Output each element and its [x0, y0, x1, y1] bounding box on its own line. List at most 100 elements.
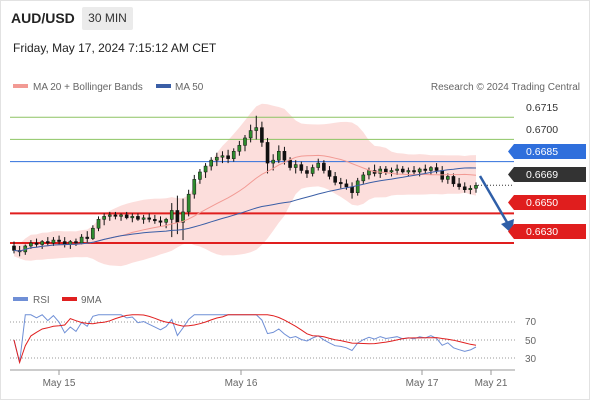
candle-39 — [231, 148, 236, 162]
timeframe-button[interactable]: 30 MIN — [82, 7, 133, 30]
candle-57 — [333, 171, 337, 186]
timestamp-label: Friday, May 17, 2024 7:15:12 AM CET — [13, 41, 217, 55]
candle-53 — [310, 164, 315, 177]
candle-body — [57, 239, 61, 242]
rsi-ma-legend-label: 9MA — [81, 295, 102, 306]
candle-15 — [96, 216, 101, 232]
candle-body — [412, 170, 416, 173]
symbol-title: AUD/USD — [11, 10, 75, 26]
forecast-arrow — [478, 175, 514, 234]
candle-8 — [57, 235, 61, 245]
candle-body — [277, 151, 281, 161]
candle-58 — [338, 177, 343, 189]
candle-4 — [34, 238, 39, 248]
price-level-labels: 0.6715 0.6700 0.6685 0.6669 0.6650 0.663… — [508, 102, 586, 239]
candle-74 — [429, 166, 433, 175]
candle-5 — [40, 240, 44, 249]
candle-body — [175, 210, 180, 223]
candle-body — [446, 176, 450, 180]
candle-body — [141, 217, 146, 220]
candle-body — [186, 193, 191, 213]
candle-36 — [215, 152, 219, 167]
candle-body — [271, 159, 275, 164]
level-label-5: 0.6630 — [526, 226, 558, 238]
candle-26 — [158, 216, 163, 227]
bollinger-band-fill — [14, 103, 476, 267]
rsi-legend-label: RSI — [33, 295, 50, 306]
candle-40 — [237, 140, 242, 156]
rsi-legend: RSI 9MA — [13, 295, 102, 306]
price-levels — [10, 116, 514, 245]
pivot-label-bg — [514, 144, 586, 159]
last-price-label-tip — [508, 167, 514, 182]
candle-77 — [446, 173, 450, 184]
candle-33 — [198, 169, 202, 184]
candle-body — [327, 170, 332, 177]
support1-label-bg — [514, 195, 586, 210]
candle-31 — [186, 189, 191, 217]
candle-73 — [423, 164, 428, 174]
candle-body — [147, 217, 152, 220]
candle-27 — [164, 217, 168, 229]
candle-body — [293, 164, 298, 168]
candle-body — [355, 180, 360, 193]
x-label-may17: May 17 — [406, 378, 439, 389]
rsi-axis-70: 70 — [525, 317, 537, 328]
level-label-0: 0.6715 — [526, 102, 558, 114]
candle-body — [389, 170, 394, 173]
candle-45 — [265, 137, 270, 174]
candle-17 — [107, 211, 112, 221]
candle-body — [406, 170, 411, 173]
candle-body — [40, 241, 44, 245]
candle-body — [423, 168, 428, 171]
candle-51 — [299, 161, 304, 174]
candle-68 — [395, 164, 399, 175]
candle-6 — [46, 237, 50, 246]
candle-body — [164, 219, 168, 223]
candle-42 — [248, 124, 253, 143]
level-label-4: 0.6650 — [526, 197, 558, 209]
candle-body — [124, 214, 129, 219]
candle-35 — [209, 157, 213, 171]
candle-body — [395, 168, 399, 171]
candle-44 — [260, 121, 264, 147]
candle-body — [333, 176, 337, 183]
rsi-legend-swatch — [13, 297, 28, 301]
candle-19 — [119, 213, 123, 221]
bollinger-band — [14, 103, 476, 267]
candle-body — [367, 170, 371, 176]
candle-body — [231, 151, 236, 159]
candle-body — [400, 168, 405, 173]
candle-71 — [412, 166, 416, 175]
candle-body — [378, 168, 383, 174]
candle-body — [136, 216, 140, 220]
candle-body — [451, 176, 456, 185]
candle-32 — [192, 174, 197, 199]
candle-body — [79, 236, 84, 244]
rsi-gridlines — [10, 321, 515, 359]
candle-body — [338, 182, 343, 185]
support2-label-bg — [514, 224, 586, 239]
candle-24 — [147, 213, 152, 223]
candle-body — [299, 164, 304, 171]
candle-66 — [384, 166, 388, 175]
candle-16 — [102, 213, 106, 226]
candle-47 — [277, 145, 281, 164]
candle-43 — [254, 115, 259, 140]
candle-body — [34, 242, 39, 245]
candle-34 — [203, 163, 208, 178]
candle-body — [203, 165, 208, 173]
candle-body — [260, 127, 264, 143]
candle-body — [74, 241, 78, 244]
candle-body — [153, 219, 157, 222]
candle-body — [474, 185, 478, 189]
moving-averages — [13, 154, 477, 252]
candle-body — [29, 242, 33, 247]
candle-48 — [282, 146, 287, 165]
ma50-legend-swatch — [156, 84, 171, 88]
candle-55 — [322, 160, 326, 174]
candle-body — [102, 216, 106, 220]
candle-body — [350, 186, 354, 193]
rsi-ma-line — [13, 314, 477, 365]
